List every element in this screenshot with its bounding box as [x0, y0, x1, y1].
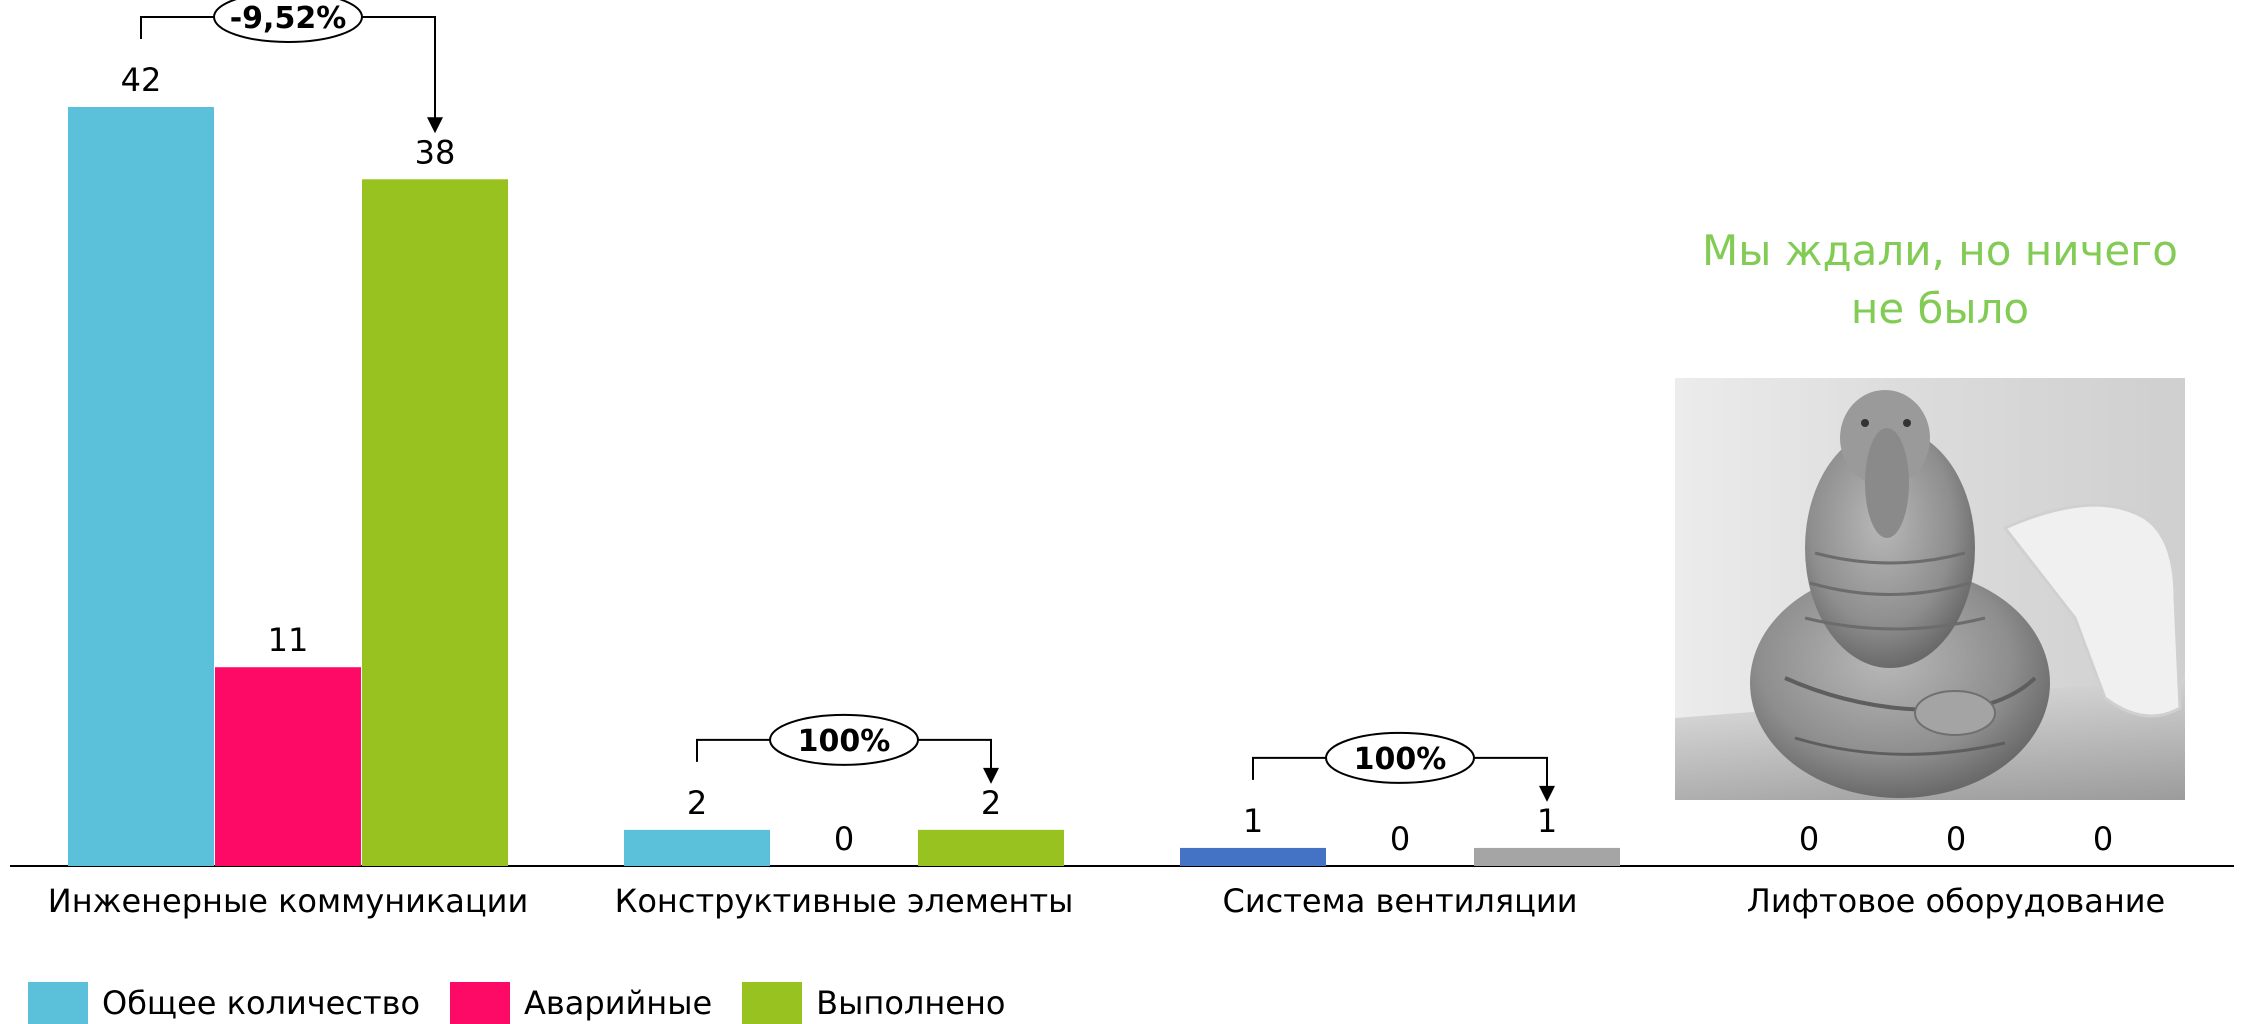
data-label: 42	[121, 61, 162, 99]
category-label: Лифтовое оборудование	[1747, 882, 2165, 920]
legend-label-done: Выполнено	[816, 984, 1006, 1022]
data-label: 2	[687, 784, 707, 822]
waiting-creature-photo	[1675, 378, 2185, 800]
data-label: 38	[415, 133, 456, 171]
bar	[215, 667, 361, 866]
data-label: 2	[981, 784, 1001, 822]
data-label: 11	[268, 621, 309, 659]
bar	[68, 107, 214, 866]
change-arrow-head	[1539, 785, 1555, 802]
legend-label-total: Общее количество	[102, 984, 421, 1022]
change-label: 100%	[1354, 742, 1447, 777]
annotation-note: Мы ждали, но ничего не было	[1680, 222, 2200, 338]
change-label: -9,52%	[230, 1, 347, 36]
legend-item-emergency: Аварийные	[450, 982, 712, 1024]
bar	[918, 829, 1064, 866]
change-arrow-head	[983, 767, 999, 784]
data-label: 0	[834, 820, 854, 858]
legend: Общее количество Аварийные Выполнено	[28, 982, 1035, 1024]
legend-label-emergency: Аварийные	[524, 984, 713, 1022]
annotation-line-2: не было	[1850, 284, 2030, 333]
data-label: 1	[1537, 802, 1557, 840]
change-label: 100%	[798, 724, 891, 759]
annotation-line-1: Мы ждали, но ничего	[1702, 226, 2178, 275]
bar	[1180, 847, 1326, 866]
data-label: 0	[1799, 820, 1819, 858]
bar	[624, 829, 770, 866]
change-badge	[1325, 731, 1475, 784]
data-label: 0	[1390, 820, 1410, 858]
data-label: 1	[1243, 802, 1263, 840]
bar	[1474, 847, 1620, 866]
data-label: 0	[1946, 820, 1966, 858]
legend-swatch-emergency	[450, 982, 511, 1024]
legend-swatch-done	[742, 982, 803, 1024]
legend-item-done: Выполнено	[742, 982, 1005, 1024]
category-label: Конструктивные элементы	[615, 882, 1074, 920]
change-badge	[213, 0, 363, 43]
legend-item-total: Общее количество	[28, 982, 420, 1024]
change-arrow-head	[427, 117, 443, 134]
category-label: Система вентиляции	[1223, 882, 1578, 920]
legend-swatch-total	[28, 982, 88, 1024]
change-badge	[769, 713, 919, 766]
bar	[362, 179, 508, 867]
category-label: Инженерные коммуникации	[48, 882, 529, 920]
data-label: 0	[2093, 820, 2113, 858]
